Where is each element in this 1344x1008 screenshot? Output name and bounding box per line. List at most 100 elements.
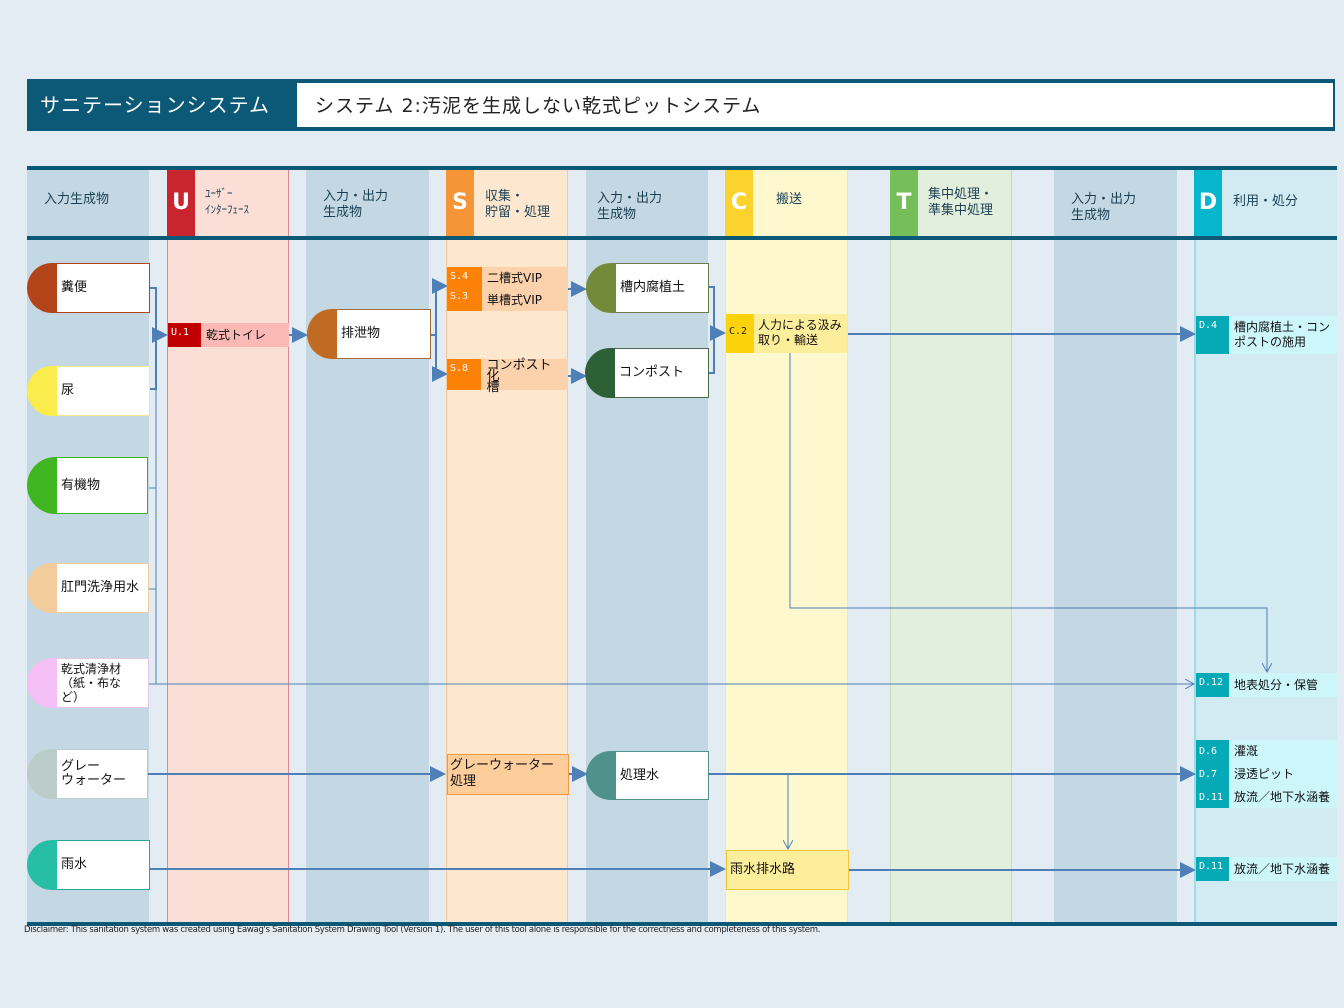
product-label: 糞便 (61, 280, 88, 295)
column-treatment (890, 170, 1012, 922)
label-line: 乾式清浄材 (61, 662, 122, 676)
tech-label: 放流／地下水涵養 (1234, 790, 1331, 804)
c-letter-icon: C (725, 170, 753, 236)
tech-label: 槽内腐植土・コン (1234, 320, 1331, 334)
column-io-1 (306, 170, 429, 922)
product-label: コンポスト (619, 365, 685, 380)
u-letter-icon: U (167, 170, 195, 236)
tech-code: D.11 (1199, 792, 1224, 803)
tech-greywater-treatment[interactable]: グレーウォーター 処理 (447, 754, 569, 795)
t-letter-icon: T (890, 170, 918, 236)
product-organics[interactable]: 有機物 (27, 457, 148, 514)
tech-label: 処理 (450, 774, 477, 789)
product-effluent[interactable]: 処理水 (586, 751, 709, 800)
tech-code: S.4 (450, 271, 469, 282)
tech-code: C.2 (726, 314, 754, 353)
header-io-1: 入力・出力 生成物 (323, 189, 388, 221)
product-urine[interactable]: 尿 (27, 366, 150, 416)
header-u-line2: ｲﾝﾀｰﾌｪｰｽ (205, 203, 249, 216)
product-label: 排泄物 (341, 326, 381, 341)
header-t-line1: 集中処理・ (928, 187, 994, 202)
product-label: 尿 (61, 383, 75, 398)
header-storage: 収集・ 貯留・処理 (485, 189, 550, 221)
product-excreta[interactable]: 排泄物 (307, 309, 431, 359)
tech-storm-drain[interactable]: 雨水排水路 (726, 850, 849, 890)
header-user-interface: ﾕｰｻﾞｰ ｲﾝﾀｰﾌｪｰｽ (205, 186, 249, 218)
tech-label: 浸透ピット (1234, 767, 1295, 781)
product-stormwater[interactable]: 雨水 (27, 840, 150, 890)
header-io3-line2: 生成物 (1071, 208, 1111, 223)
header-io1-line1: 入力・出力 (323, 189, 389, 204)
header-io1-line2: 生成物 (323, 205, 363, 220)
tech-d12-surface-disposal[interactable]: D.12 地表処分・保管 (1196, 673, 1337, 697)
footer-rule (27, 922, 1337, 926)
header-disposal: 利用・処分 (1233, 194, 1299, 209)
tech-label: 二槽式VIP (487, 271, 542, 285)
product-feces[interactable]: 糞便 (27, 263, 150, 313)
product-label: 有機物 (61, 477, 101, 493)
tech-code: S.3 (450, 291, 469, 302)
tech-d4-application[interactable]: D.4 槽内腐植土・コン ポストの施用 (1196, 316, 1337, 354)
tech-s4-s3-vip[interactable]: S.4 S.3 二槽式VIP 単槽式VIP (447, 267, 568, 311)
header-s-line1: 収集・ (485, 189, 525, 204)
product-greywater[interactable]: グレー ウォーター (27, 749, 148, 799)
tech-code: U.1 (168, 323, 201, 347)
tech-codes: S.4 S.3 (447, 267, 482, 311)
header-io2-line2: 生成物 (597, 207, 637, 222)
product-anal-cleansing-water[interactable]: 肛門洗浄用水 (27, 563, 149, 613)
column-conveyance (725, 170, 848, 922)
tech-label: 放流／地下水涵養 (1234, 862, 1331, 876)
product-label: グレー ウォーター (61, 749, 126, 799)
tech-label: 灌漑 (1234, 744, 1259, 758)
tech-label: 取り・輸送 (758, 333, 819, 347)
tech-code: D.11 (1196, 857, 1229, 881)
label-line: ど） (61, 690, 86, 704)
tech-code: S.8 (447, 359, 482, 390)
tech-labels: 人力による汲み 取り・輸送 (754, 314, 846, 353)
tech-d6-d7-d11-group[interactable]: D.6 D.7 D.11 灌漑 浸透ピット 放流／地下水涵養 (1196, 740, 1337, 808)
s-letter-icon: S (446, 170, 474, 236)
column-io-3 (1054, 170, 1177, 922)
tech-label: ポストの施用 (1234, 335, 1307, 349)
product-pit-humus[interactable]: 槽内腐植土 (586, 263, 709, 313)
product-label: 雨水 (61, 857, 88, 872)
product-compost[interactable]: コンポスト (585, 348, 709, 398)
product-label: 乾式清浄材 （紙・布な ど） (61, 658, 121, 708)
tech-code: D.7 (1199, 769, 1218, 780)
product-label: 肛門洗浄用水 (61, 580, 140, 595)
d-letter-icon: D (1194, 170, 1222, 236)
header-conveyance: 搬送 (776, 192, 803, 207)
tech-label: 人力による汲み (758, 318, 842, 332)
tech-u1-dry-toilet[interactable]: U.1 乾式トイレ (168, 323, 289, 347)
tech-labels: 灌漑 浸透ピット 放流／地下水涵養 (1229, 740, 1335, 808)
product-dry-cleansing-materials[interactable]: 乾式清浄材 （紙・布な ど） (27, 658, 149, 708)
product-label: 処理水 (620, 767, 660, 783)
product-label: 槽内腐植土 (620, 280, 686, 295)
header-io-3: 入力・出力 生成物 (1071, 192, 1136, 224)
tech-code: D.12 (1196, 673, 1229, 697)
tech-label: グレーウォーター (450, 758, 555, 773)
tech-labels: グレーウォーター 処理 (448, 755, 556, 794)
tech-labels: 二槽式VIP 単槽式VIP (482, 267, 547, 311)
tech-label: 槽 (486, 380, 500, 395)
tech-c2-manual-emptying[interactable]: C.2 人力による汲み 取り・輸送 (726, 314, 847, 353)
tech-code: D.6 (1199, 746, 1218, 757)
header-treatment: 集中処理・ 準集中処理 (928, 187, 993, 219)
tech-d11-discharge[interactable]: D.11 放流／地下水涵養 (1196, 857, 1337, 881)
tech-codes: D.6 D.7 D.11 (1196, 740, 1229, 808)
system-title: システム 2:汚泥を生成しない乾式ピットシステム (297, 83, 1333, 127)
header-top-rule (27, 166, 1337, 170)
header-input: 入力生成物 (44, 192, 110, 207)
label-line: （紙・布な (61, 676, 122, 690)
label-line: ウォーター (61, 773, 127, 788)
tech-s8-composting-chamber[interactable]: S.8 コンポスト化 槽 (447, 359, 568, 395)
header-io3-line1: 入力・出力 (1071, 192, 1137, 207)
tech-labels: 槽内腐植土・コン ポストの施用 (1229, 316, 1335, 354)
tech-label: 雨水排水路 (730, 862, 796, 877)
header-io2-line1: 入力・出力 (597, 191, 663, 206)
header-t-line2: 準集中処理 (928, 203, 994, 218)
tech-label: 乾式トイレ (206, 328, 267, 342)
column-user-interface (167, 170, 289, 922)
tech-labels: コンポスト化 槽 (481, 359, 568, 395)
